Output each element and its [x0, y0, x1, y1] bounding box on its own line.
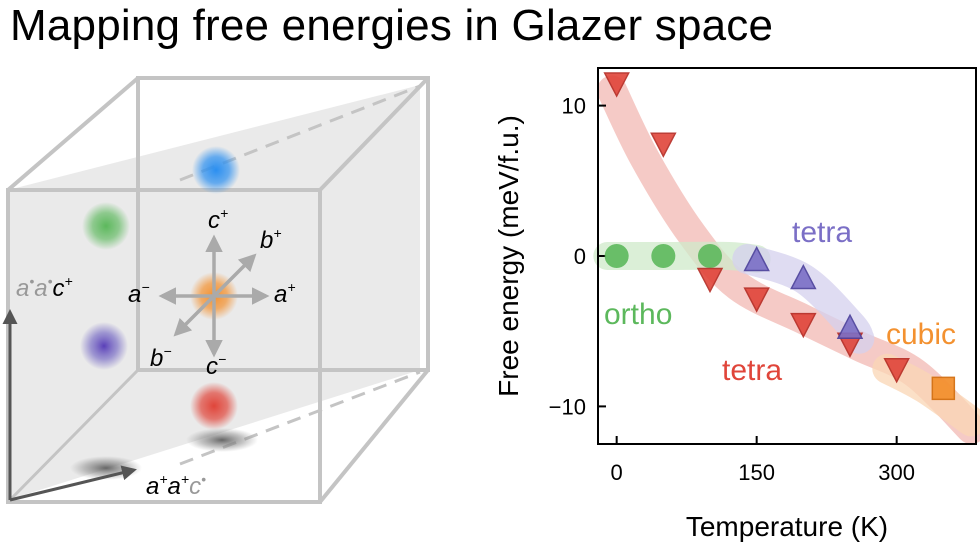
- plane-dashed-edge: [179, 84, 421, 182]
- cube-front-face: [6, 188, 322, 504]
- cube-edge: [318, 76, 430, 192]
- b-plus-arrow: [212, 253, 257, 298]
- band-tetra: [597, 75, 980, 444]
- annotation-cubic: cubic: [886, 318, 956, 351]
- cube-edge: [6, 76, 140, 192]
- tetra-point: [650, 132, 677, 158]
- band-cubic: [872, 353, 980, 437]
- corner-label-bottom: a+a+c•: [146, 471, 206, 500]
- cube-back-face: [136, 76, 430, 372]
- b-minus-arrow: [173, 294, 216, 337]
- c-plus-label: c+: [208, 205, 228, 234]
- gray-shadow-blob: [186, 428, 258, 452]
- tetra-point: [790, 263, 817, 290]
- x-axis-label: Temperature (K): [686, 511, 888, 542]
- annotation-ortho: ortho: [604, 298, 672, 331]
- b-plus-label: b+: [260, 225, 282, 254]
- a-plus-label: a+: [274, 279, 296, 308]
- a-minus-label: a−: [128, 279, 150, 308]
- cube-edge: [318, 368, 430, 504]
- y-axis-label: Free energy (meV/f.u.): [493, 115, 524, 397]
- annotation-tetra: tetra: [722, 354, 782, 387]
- green-energy-blob: [82, 202, 130, 250]
- ortho-point: [698, 244, 722, 268]
- blue-energy-blob: [192, 146, 240, 194]
- tetra-point: [836, 313, 864, 339]
- band-tetra: [732, 244, 875, 354]
- tetra-point: [790, 312, 817, 339]
- annotation-tetra: tetra: [792, 216, 852, 249]
- plane-dashed-edge: [179, 370, 421, 466]
- x-tick-label: 150: [738, 460, 775, 485]
- band-ortho: [593, 241, 771, 274]
- tetra-point: [696, 267, 724, 294]
- x-tick-label: 300: [878, 460, 915, 485]
- cubic-point: [931, 376, 956, 401]
- cube-edge: [6, 368, 140, 504]
- c-minus-label: c−: [206, 351, 226, 380]
- tetra-point: [743, 287, 770, 313]
- tetra-point: [603, 72, 630, 98]
- tetra-point: [743, 245, 770, 272]
- tetra-point: [883, 358, 910, 384]
- glazer-cube-diagram: c+ b+ a− a+ b− c− a•a•c+ a+a+c•: [2, 76, 430, 504]
- plot-frame: [597, 67, 977, 445]
- ortho-point: [651, 244, 676, 268]
- corner-label-top: a•a•c+: [16, 273, 73, 302]
- ortho-point: [604, 244, 629, 268]
- y-tick-label: 0: [574, 244, 586, 269]
- y-tick-label: 10: [562, 94, 586, 119]
- y-tick-label: −10: [549, 394, 586, 419]
- page-title: Mapping free energies in Glazer space: [10, 1, 774, 50]
- x-tick-label: 0: [611, 460, 623, 485]
- a-axis-arrow: [9, 465, 137, 502]
- purple-energy-blob: [80, 322, 128, 370]
- tetra-point: [836, 332, 864, 358]
- b-minus-label: b−: [150, 343, 172, 372]
- red-energy-blob: [190, 382, 238, 430]
